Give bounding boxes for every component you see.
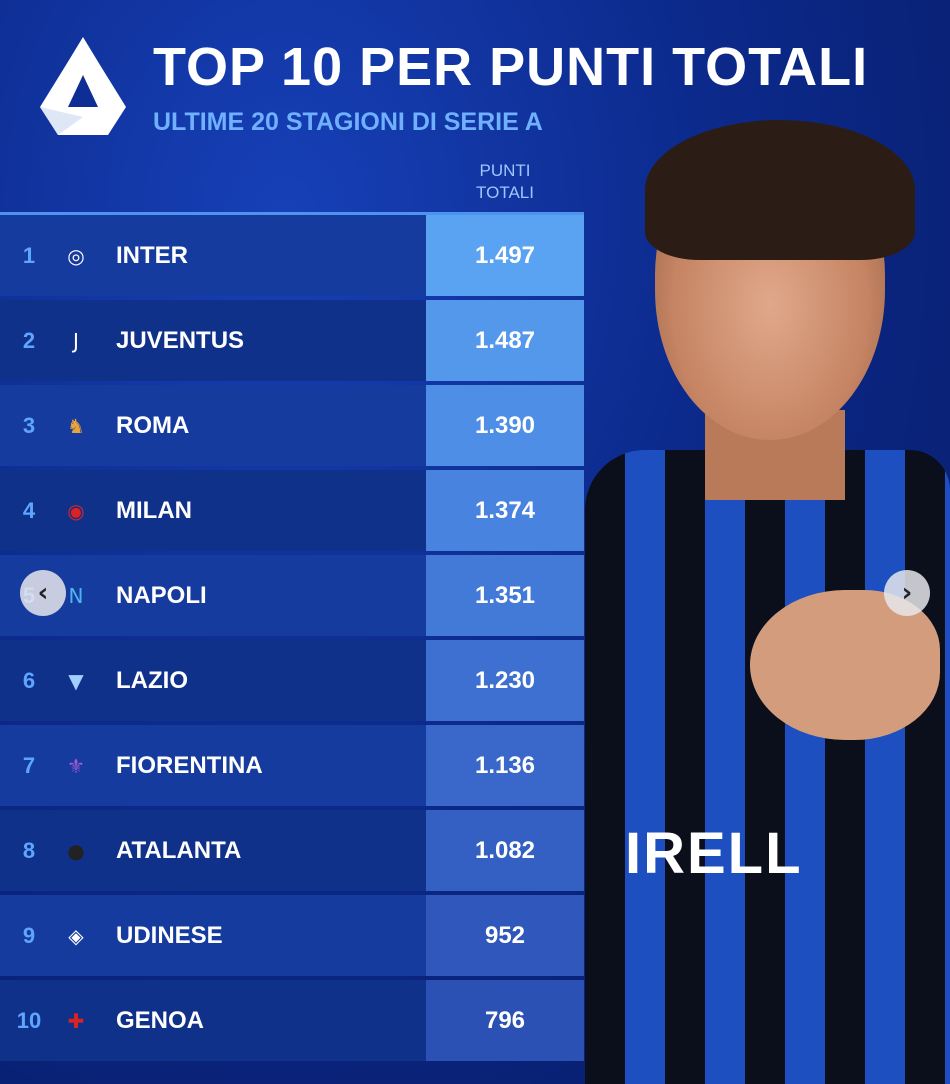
lazio-crest-icon: ▼: [68, 668, 84, 693]
points-value: 1.374: [426, 470, 584, 551]
napoli-crest-icon: N: [68, 583, 84, 608]
inter-crest-icon: ◎: [67, 243, 85, 268]
rank: 8: [22, 837, 36, 863]
chevron-left-icon: ‹: [37, 578, 49, 608]
team-name: ATALANTA: [116, 836, 242, 864]
rank: 7: [22, 752, 36, 778]
team-name: GENOA: [116, 1006, 205, 1034]
team-name: LAZIO: [116, 666, 188, 694]
udinese-crest-icon: ◈: [68, 923, 84, 948]
rank: 4: [22, 497, 36, 523]
table-row: 8 ● ATALANTA 1.082: [0, 810, 584, 891]
team-name: FIORENTINA: [116, 751, 263, 779]
team-name: ROMA: [116, 411, 190, 439]
chevron-right-icon: ›: [901, 578, 913, 608]
fiorentina-crest-icon: ⚜: [67, 753, 85, 778]
table-row: 1 ◎ INTER 1.497: [0, 215, 584, 296]
points-value: 952: [426, 895, 584, 976]
rank: 3: [22, 412, 36, 438]
rank: 2: [22, 327, 36, 353]
table-row: 3 ♞ ROMA 1.390: [0, 385, 584, 466]
table-row: 10 ✚ GENOA 796: [0, 980, 584, 1061]
points-value: 1.390: [426, 385, 584, 466]
table-row: 4 ◉ MILAN 1.374: [0, 470, 584, 551]
team-name: MILAN: [116, 496, 192, 524]
table-row: 7 ⚜ FIORENTINA 1.136: [0, 725, 584, 806]
points-value: 796: [426, 980, 584, 1061]
points-value: 1.082: [426, 810, 584, 891]
table-row: 2 J JUVENTUS 1.487: [0, 300, 584, 381]
table-row: 6 ▼ LAZIO 1.230: [0, 640, 584, 721]
roma-crest-icon: ♞: [67, 413, 85, 438]
serie-a-logo: [40, 37, 126, 135]
points-value: 1.136: [426, 725, 584, 806]
team-name: NAPOLI: [116, 581, 207, 609]
page-subtitle: ULTIME 20 STAGIONI DI SERIE A: [153, 108, 543, 136]
rank: 1: [22, 242, 36, 268]
table-row: 9 ◈ UDINESE 952: [0, 895, 584, 976]
rank: 6: [22, 667, 36, 693]
team-name: JUVENTUS: [116, 326, 245, 354]
points-value: 1.230: [426, 640, 584, 721]
rank: 10: [16, 1007, 42, 1033]
juventus-crest-icon: J: [73, 328, 79, 353]
atalanta-crest-icon: ●: [67, 838, 85, 863]
jersey-sponsor: IRELL: [625, 821, 803, 886]
player-hair: [645, 120, 915, 260]
table-row: 5 N NAPOLI 1.351: [0, 555, 584, 636]
rank: 9: [22, 922, 36, 948]
points-value: 1.487: [426, 300, 584, 381]
column-header-line-2: TOTALI: [476, 183, 534, 202]
team-name: INTER: [116, 241, 188, 269]
table-top-divider: [0, 212, 584, 215]
carousel-next-button[interactable]: ›: [884, 570, 930, 616]
milan-crest-icon: ◉: [67, 498, 85, 523]
column-header-line-1: PUNTI: [479, 161, 531, 180]
striped-jersey: [585, 450, 950, 1084]
carousel-prev-button[interactable]: ‹: [20, 570, 66, 616]
points-value: 1.497: [426, 215, 584, 296]
column-header-points: PUNTI TOTALI: [426, 160, 584, 204]
genoa-crest-icon: ✚: [67, 1008, 85, 1033]
points-value: 1.351: [426, 555, 584, 636]
player-photo: IRELL: [585, 120, 950, 1084]
page-title: TOP 10 PER PUNTI TOTALI: [153, 37, 869, 97]
team-name: UDINESE: [116, 921, 223, 949]
